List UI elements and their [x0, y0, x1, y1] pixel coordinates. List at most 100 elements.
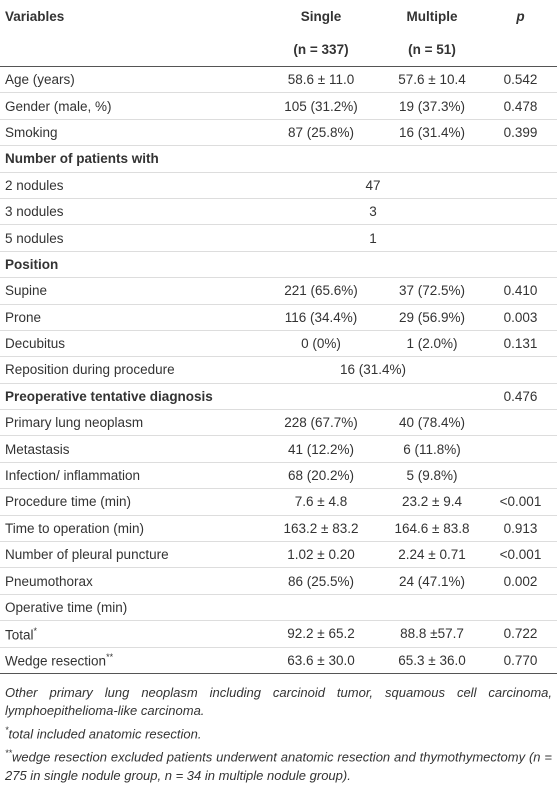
label-text: Primary lung neoplasm: [5, 415, 144, 431]
row-label: Decubitus: [0, 330, 262, 358]
p-cell: 0.003: [484, 304, 557, 331]
row-label: Gender (male, %): [0, 92, 262, 120]
row-label: Smoking: [0, 119, 262, 147]
table-row: Number of pleural puncture 1.02 ± 0.20 2.2…: [0, 541, 557, 569]
label-text: Time to operation (min): [5, 520, 145, 536]
footnote-text: wedge resection excluded patients underw…: [5, 749, 552, 783]
table-row: Prone 116 (34.4%) 29 (56.9%) 0.003: [0, 304, 557, 331]
row-label: 5 nodules: [0, 224, 262, 252]
table-row: Number of patients with: [0, 145, 557, 173]
row-label: Procedure time (min): [0, 488, 262, 516]
single-cell: 105 (31.2%): [262, 92, 380, 120]
single-cell: [262, 145, 380, 173]
p-cell: 0.131: [484, 330, 557, 358]
footnote: *total included anatomic resection.: [5, 721, 552, 743]
heading-text: Number of patients with: [5, 151, 159, 167]
row-label: Reposition during procedure: [0, 356, 262, 384]
label-text: Number of pleural puncture: [5, 547, 169, 563]
table-row: Reposition during procedure 16 (31.4%): [0, 356, 557, 384]
single-cell: 58.6 ± 11.0: [262, 66, 380, 94]
table-row: 5 nodules 1: [0, 224, 557, 252]
label-text: Reposition during procedure: [5, 362, 175, 378]
single-cell: 0 (0%): [262, 330, 380, 358]
p-cell: [484, 435, 557, 463]
p-cell: [484, 145, 557, 173]
row-label: Primary lung neoplasm: [0, 409, 262, 437]
merged-cell: 47: [262, 172, 484, 199]
row-label: Metastasis: [0, 435, 262, 463]
p-cell: 0.722: [484, 620, 557, 648]
table-body: Age (years) 58.6 ± 11.0 57.6 ± 10.4 0.542 Ge…: [0, 66, 557, 674]
table-row: Wedge resection** 63.6 ± 30.0 65.3 ± 36.0 0…: [0, 647, 557, 674]
p-cell: 0.002: [484, 567, 557, 595]
row-label: Time to operation (min): [0, 515, 262, 543]
single-cell: 92.2 ± 65.2: [262, 620, 380, 648]
table-row: Metastasis 41 (12.2%) 6 (11.8%): [0, 435, 557, 463]
multiple-cell: 5 (9.8%): [380, 462, 484, 490]
p-cell: [484, 198, 557, 226]
multiple-cell: 88.8 ±57.7: [380, 620, 484, 648]
multiple-cell: [380, 383, 484, 411]
multiple-cell: [380, 251, 484, 279]
label-text: Total: [5, 627, 34, 643]
single-cell: 63.6 ± 30.0: [262, 647, 380, 674]
multiple-cell: 1 (2.0%): [380, 330, 484, 358]
p-cell: [484, 409, 557, 437]
single-cell: 228 (67.7%): [262, 409, 380, 437]
header-row: Variables Single Multiple p: [0, 0, 557, 32]
table-row: Smoking 87 (25.8%) 16 (31.4%) 0.399: [0, 119, 557, 147]
p-cell: <0.001: [484, 488, 557, 516]
multiple-cell: 40 (78.4%): [380, 409, 484, 437]
multiple-cell: 23.2 ± 9.4: [380, 488, 484, 516]
single-cell: 68 (20.2%): [262, 462, 380, 490]
single-cell: [262, 383, 380, 411]
header-cell: Multiple: [406, 8, 458, 24]
label-text: 2 nodules: [5, 177, 64, 193]
merged-cell: 16 (31.4%): [262, 356, 484, 384]
section-heading: Position: [0, 251, 262, 279]
multiple-cell: 65.3 ± 36.0: [380, 647, 484, 674]
row-label: Supine: [0, 277, 262, 305]
row-label: Wedge resection**: [0, 647, 262, 674]
table-row: Primary lung neoplasm 228 (67.7%) 40 (78.4…: [0, 409, 557, 437]
header-cell: p: [516, 8, 525, 24]
multiple-cell: 19 (37.3%): [380, 92, 484, 120]
header-cell: (n = 337): [293, 41, 349, 57]
p-cell: [484, 224, 557, 252]
table-row: Decubitus 0 (0%) 1 (2.0%) 0.131: [0, 330, 557, 358]
p-cell: [484, 251, 557, 279]
table-row: 3 nodules 3: [0, 198, 557, 226]
p-cell: [484, 172, 557, 199]
single-cell: 7.6 ± 4.8: [262, 488, 380, 516]
p-cell: 0.476: [484, 383, 557, 411]
table-row: 2 nodules 47: [0, 172, 557, 199]
multiple-cell: 57.6 ± 10.4: [380, 66, 484, 94]
single-cell: 1.02 ± 0.20: [262, 541, 380, 569]
table-row: Procedure time (min) 7.6 ± 4.8 23.2 ± 9.4 <…: [0, 488, 557, 516]
label-text: 5 nodules: [5, 230, 64, 246]
row-label: 2 nodules: [0, 172, 262, 199]
single-cell: 116 (34.4%): [262, 304, 380, 331]
multiple-cell: 24 (47.1%): [380, 567, 484, 595]
label-text: Decubitus: [5, 336, 66, 352]
label-text: 3 nodules: [5, 204, 64, 220]
table-row: Total* 92.2 ± 65.2 88.8 ±57.7 0.722: [0, 620, 557, 648]
label-text: Gender (male, %): [5, 98, 112, 114]
row-label: Operative time (min): [0, 594, 262, 622]
label-text: Wedge resection: [5, 653, 107, 669]
row-label: Prone: [0, 304, 262, 331]
label-text: Operative time (min): [5, 600, 128, 615]
multiple-cell: 164.6 ± 83.8: [380, 515, 484, 543]
section-heading: Number of patients with: [0, 145, 262, 173]
header-cell: Variables: [5, 8, 65, 24]
label-text: Age (years): [5, 72, 75, 88]
p-cell: [484, 462, 557, 490]
multiple-cell: [380, 594, 484, 622]
multiple-cell: 6 (11.8%): [380, 435, 484, 463]
label-text: Smoking: [5, 124, 58, 140]
table-row: Age (years) 58.6 ± 11.0 57.6 ± 10.4 0.542: [0, 66, 557, 94]
footnote-text: Other primary lung neoplasm including ca…: [5, 684, 552, 718]
multiple-cell: 2.24 ± 0.71: [380, 541, 484, 569]
footnote: **wedge resection excluded patients unde…: [5, 744, 552, 784]
